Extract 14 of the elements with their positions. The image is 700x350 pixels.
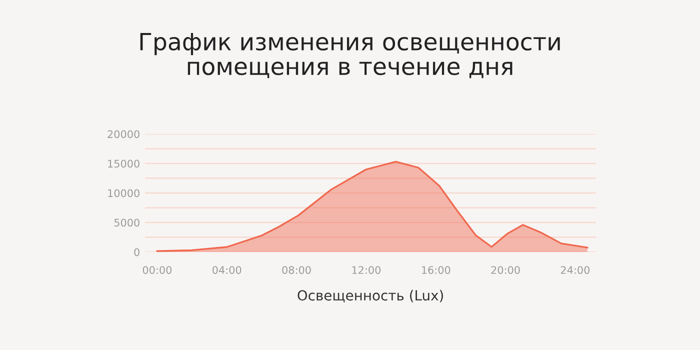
x-tick-label: 12:00 — [352, 266, 381, 274]
y-tick-label: 10000 — [108, 189, 140, 198]
x-tick-label: 04:00 — [212, 266, 242, 274]
x-tick-label: 20:00 — [491, 266, 520, 274]
y-tick-label: 15000 — [108, 160, 140, 168]
x-tick-label: 24:00 — [560, 266, 590, 274]
chart-title: График изменения освещенности помещения в течение дня — [140, 32, 560, 78]
x-tick-label: 08:00 — [282, 266, 311, 274]
x-tick-label: 16:00 — [422, 266, 450, 274]
y-tick-label: 5000 — [114, 218, 140, 227]
y-tick-label: 0 — [134, 248, 140, 256]
x-axis-title: Освещенность (Lux) — [298, 290, 443, 302]
y-tick-label: 20000 — [108, 130, 140, 138]
x-tick-label: 00:00 — [142, 266, 172, 274]
